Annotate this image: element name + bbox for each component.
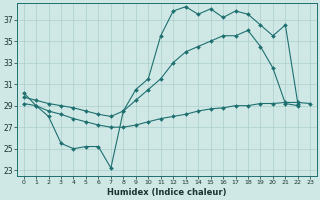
X-axis label: Humidex (Indice chaleur): Humidex (Indice chaleur) (107, 188, 227, 197)
